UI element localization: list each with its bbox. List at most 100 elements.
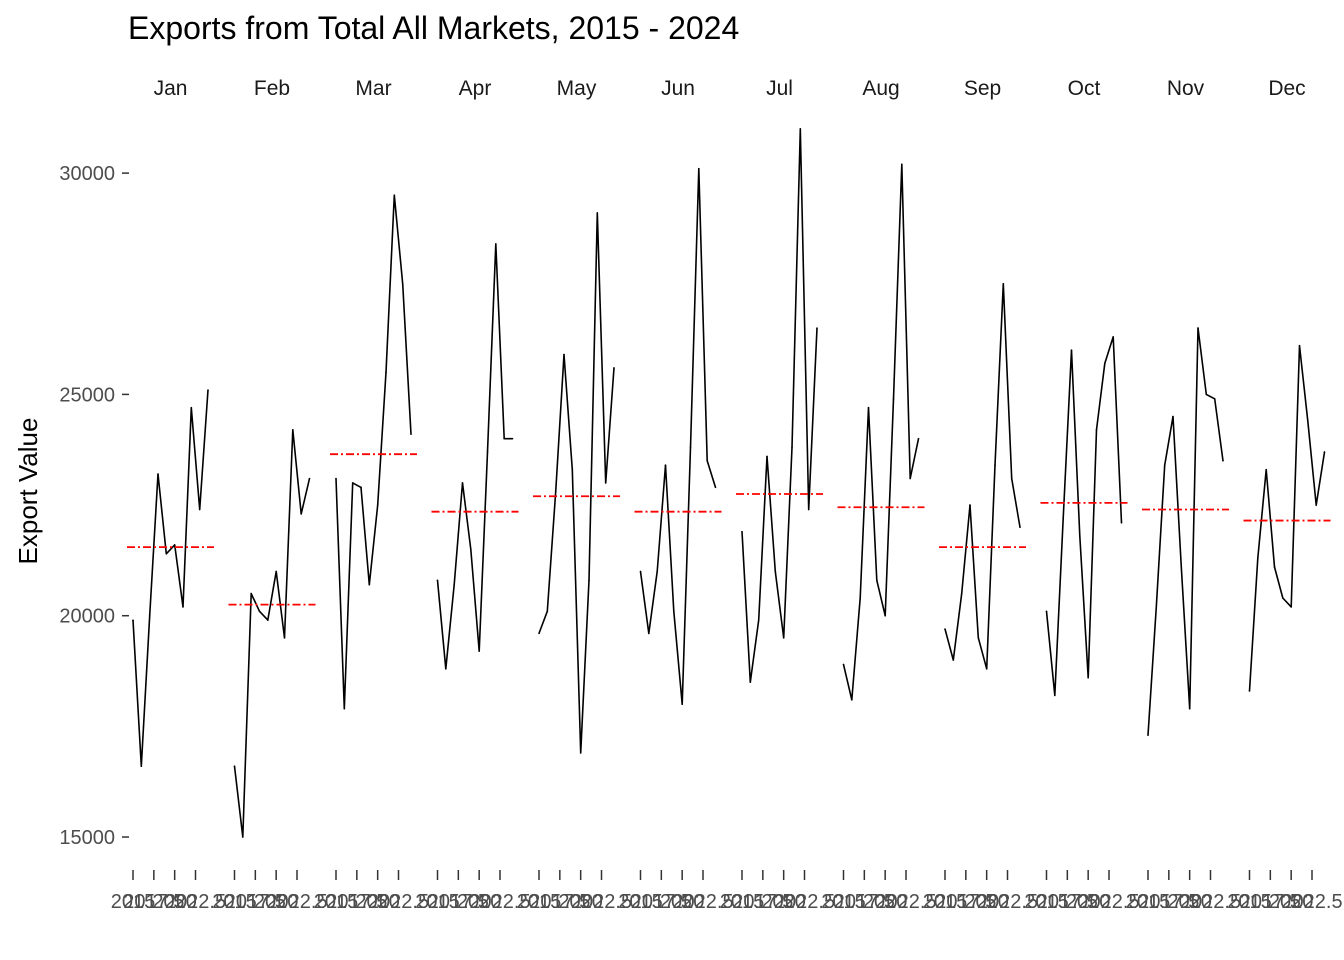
data-point: [1205, 393, 1208, 396]
data-point: [571, 468, 574, 471]
x-tick-label: 2015: [1024, 891, 1069, 913]
data-point: [579, 752, 582, 754]
x-tick-label: 2022.5: [774, 891, 835, 913]
data-point: [190, 406, 193, 409]
data-point: [1095, 429, 1098, 431]
facet-label: Apr: [459, 77, 492, 100]
data-point: [673, 610, 675, 613]
x-tick-label: 2022.5: [672, 891, 733, 913]
data-point: [1079, 535, 1081, 537]
data-point: [486, 451, 489, 453]
data-point: [842, 663, 845, 666]
data-point: [994, 464, 996, 467]
data-point: [714, 486, 717, 489]
x-tick-label: 2020: [355, 891, 400, 913]
x-tick-label: 2015: [314, 891, 359, 913]
x-tick-label: 2017.5: [834, 891, 895, 913]
data-point: [393, 194, 396, 197]
x-tick-label: 2015: [517, 891, 562, 913]
x-tick-label: 2017.5: [428, 891, 489, 913]
data-point: [275, 570, 277, 573]
data-point: [648, 632, 650, 635]
data-point: [511, 437, 514, 440]
data-point: [681, 703, 683, 706]
x-tick-label: 2022.5: [368, 891, 429, 913]
data-point: [851, 699, 853, 701]
data-point: [706, 460, 708, 462]
data-point: [859, 597, 861, 599]
data-point: [952, 659, 955, 661]
data-point: [250, 592, 252, 595]
data-point: [604, 482, 607, 484]
data-point: [892, 398, 895, 400]
data-point: [1087, 676, 1089, 679]
data-point: [1112, 336, 1114, 338]
data-point: [664, 464, 667, 467]
data-point: [782, 637, 785, 639]
data-point: [909, 477, 911, 480]
data-point: [766, 455, 768, 458]
data-point: [1147, 734, 1149, 737]
data-point: [308, 477, 311, 480]
data-point: [1197, 327, 1199, 329]
x-tick-label: 2015: [821, 891, 866, 913]
data-point: [1273, 566, 1276, 568]
x-tick-label: 2020: [964, 891, 1009, 913]
facet-label: Sep: [964, 77, 1001, 100]
series-line: [233, 428, 311, 838]
x-tick-label: 2015: [1227, 891, 1272, 913]
data-point: [807, 508, 810, 511]
data-point: [917, 437, 920, 440]
data-point: [1104, 362, 1106, 365]
data-point: [901, 163, 903, 166]
y-axis: 15000 20000 25000 30000: [59, 163, 129, 849]
facet-label: Nov: [1167, 77, 1205, 100]
x-tick-label: 2022.5: [165, 891, 226, 913]
x-tick-label: 2017.5: [225, 891, 286, 913]
x-tick-label: 2020: [863, 891, 908, 913]
x-tick-label: 2020: [1269, 891, 1314, 913]
series-line: [741, 128, 818, 683]
data-point: [360, 486, 362, 489]
x-tick-label: 2020: [1066, 891, 1111, 913]
data-point: [1155, 606, 1158, 608]
data-point: [267, 619, 269, 621]
x-tick-label: 2015: [212, 891, 257, 913]
data-point: [165, 552, 168, 555]
data-point: [173, 544, 176, 546]
data-point: [639, 570, 642, 573]
data-point: [960, 592, 963, 595]
data-point: [376, 504, 379, 506]
data-point: [283, 637, 286, 639]
y-axis-title: Export Value: [13, 418, 43, 565]
x-tick-label: 2015: [720, 891, 765, 913]
x-tick-label: 2022.5: [875, 891, 936, 913]
x-tick-label: 2022.5: [1078, 891, 1139, 913]
x-tick-label: 2020: [558, 891, 603, 913]
series-line: [1248, 344, 1326, 692]
y-tick-label: 15000: [59, 827, 115, 849]
data-point: [613, 367, 615, 369]
series-line: [132, 389, 209, 768]
x-tick-label: 2022.5: [571, 891, 632, 913]
x-tick-label: 2020: [152, 891, 197, 913]
x-tick-label: 2022.5: [1180, 891, 1241, 913]
y-tick-label: 30000: [59, 163, 115, 185]
facet-label: Feb: [254, 77, 290, 100]
data-point: [876, 579, 878, 582]
series-line: [538, 212, 615, 754]
data-point: [1188, 707, 1191, 710]
data-point: [503, 437, 505, 440]
series-line: [335, 194, 412, 710]
data-point: [563, 353, 565, 356]
x-tick-label: 2022.5: [266, 891, 327, 913]
data-point: [969, 504, 971, 506]
data-point: [1070, 349, 1073, 351]
